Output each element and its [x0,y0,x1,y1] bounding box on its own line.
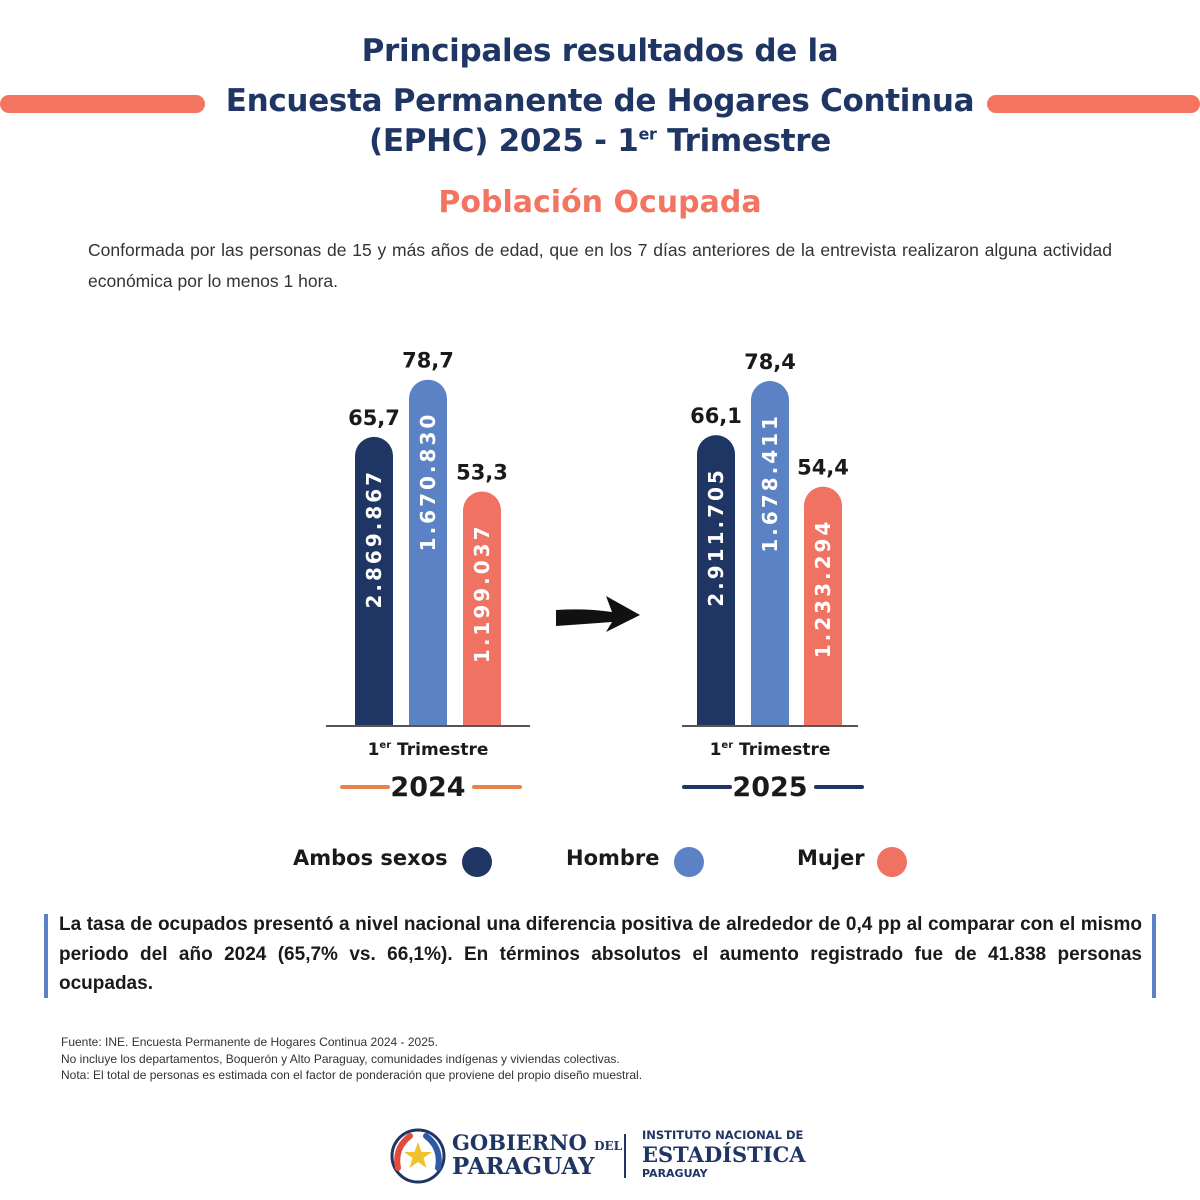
legend-item-mujer: Mujer [797,846,865,870]
value-label-2024-mujer: 53,3 [456,460,508,484]
gob-word-gobierno: GOBIERNO [452,1130,587,1155]
legend-dot-mujer [877,847,907,877]
ine-line-1: INSTITUTO NACIONAL DE [642,1128,804,1142]
footer-divider [624,1134,626,1178]
title-decor-right [987,95,1200,113]
gob-line-1: GOBIERNO DEL [452,1130,622,1155]
summary-text: La tasa de ocupados presentó a nivel nac… [59,914,1142,994]
count-label-2024-mujer: 1.199.037 [470,523,494,663]
ine-line-2: ESTADÍSTICA [642,1142,806,1167]
title-decor-left [0,95,205,113]
legend-dot-ambos [462,847,492,877]
footer-logos: GOBIERNO DEL PARAGUAY INSTITUTO NACIONAL… [390,1126,820,1186]
count-label-2025-hombre: 1.678.411 [758,413,782,553]
summary-callout: La tasa de ocupados presentó a nivel nac… [44,914,1156,998]
period-label-2025: 1er Trimestre [710,740,831,760]
legend-item-hombre: Hombre [566,846,660,870]
section-subtitle: Población Ocupada [438,185,762,220]
bar-chart: 65,7 2.869.867 78,7 1.670.830 53,3 1.199.037 1… [326,349,864,803]
bar-2024-hombre [409,379,447,726]
title-line-3-sup: er [638,124,657,144]
ine-line-3: PARAGUAY [642,1167,708,1180]
year-label-2025: 2025 [732,772,807,803]
arrow-right-icon [556,596,640,632]
bar-2025-hombre [751,381,789,726]
title-line-2: Encuesta Permanente de Hogares Continua [225,83,975,119]
value-label-2024-ambos: 65,7 [348,406,400,430]
value-label-2024-hombre: 78,7 [402,349,454,373]
legend-dot-hombre [674,847,704,877]
title-line-3: (EPHC) 2025 - 1er Trimestre [0,123,1200,159]
gob-word-del: DEL [594,1139,623,1153]
year-label-2024: 2024 [390,772,465,803]
government-seal-icon [390,1128,446,1184]
source-notes: Fuente: INE. Encuesta Permanente de Hoga… [61,1034,642,1084]
title-line-3-suffix: Trimestre [656,123,832,159]
note-source: Fuente: INE. Encuesta Permanente de Hoga… [61,1035,438,1049]
legend-label-ambos: Ambos sexos [293,846,448,870]
bar-2025-ambos [697,435,735,726]
intro-text: Conformada por las personas de 15 y más … [88,240,1112,291]
value-label-2025-mujer: 54,4 [797,456,849,480]
gob-line-2: PARAGUAY [452,1153,595,1180]
note-exclusions: No incluye los departamentos, Boquerón y… [61,1051,620,1066]
count-label-2025-mujer: 1.233.294 [811,519,835,659]
legend-label-mujer: Mujer [797,846,865,870]
count-label-2024-ambos: 2.869.867 [362,469,386,609]
legend-label-hombre: Hombre [566,846,660,870]
bar-2025-mujer [804,486,842,726]
value-label-2025-ambos: 66,1 [690,404,742,428]
count-label-2025-ambos: 2.911.705 [704,467,728,607]
title-line-3-prefix: (EPHC) 2025 - 1 [368,123,639,159]
period-label-2024: 1er Trimestre [368,740,489,760]
bar-2024-ambos [355,436,393,726]
title-line-1: Principales resultados de la [361,33,839,69]
bar-2024-mujer [463,491,501,726]
note-weighting: Nota: El total de personas es estimada c… [61,1068,643,1082]
count-label-2024-hombre: 1.670.830 [416,412,440,552]
legend-item-ambos: Ambos sexos [293,846,448,870]
value-label-2025-hombre: 78,4 [744,350,796,374]
